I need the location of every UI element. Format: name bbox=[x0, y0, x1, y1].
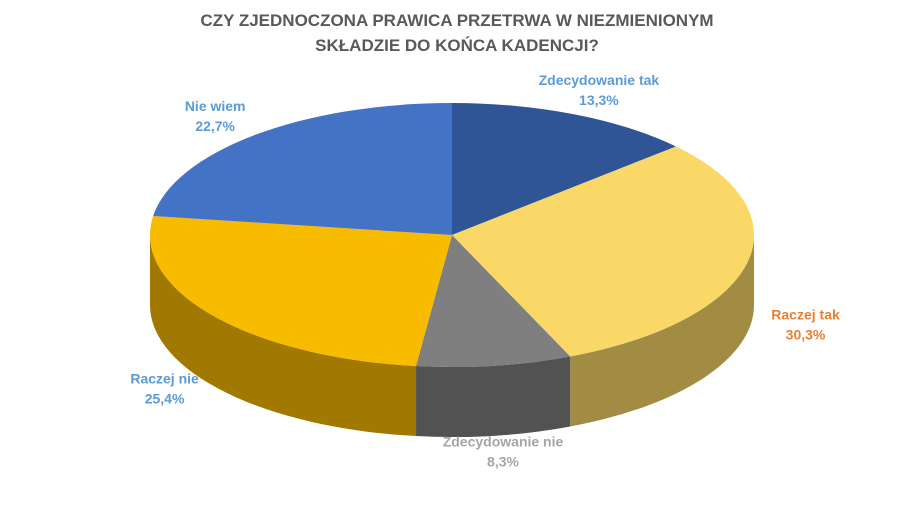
value-label: 22,7% bbox=[195, 118, 235, 134]
slice-side bbox=[570, 235, 754, 427]
data-label: Zdecydowanie nie 8,3% bbox=[443, 433, 564, 469]
data-label: Zdecydowanie tak 13,3% bbox=[539, 72, 660, 108]
value-label: 13,3% bbox=[579, 92, 619, 108]
category-label: Nie wiem bbox=[185, 98, 246, 114]
slice-side bbox=[416, 356, 571, 437]
value-label: 30,3% bbox=[786, 326, 826, 342]
value-label: 25,4% bbox=[145, 391, 185, 407]
data-label: Nie wiem 22,7% bbox=[185, 98, 246, 134]
category-label: Zdecydowanie nie bbox=[443, 433, 564, 449]
data-label: Raczej tak 30,3% bbox=[771, 306, 840, 342]
slice-side-shade bbox=[416, 356, 571, 437]
slice-side-shade bbox=[570, 235, 754, 427]
value-label: 8,3% bbox=[487, 453, 519, 469]
data-label: Raczej nie 25,4% bbox=[130, 371, 199, 407]
slice bbox=[452, 146, 755, 357]
category-label: Zdecydowanie tak bbox=[539, 72, 660, 88]
slice bbox=[153, 103, 452, 235]
chart-title: CZY ZJEDNOCZONA PRAWICA PRZETRWA W NIEZM… bbox=[200, 11, 714, 55]
slice bbox=[149, 215, 452, 367]
category-label: Raczej tak bbox=[771, 306, 840, 322]
category-label: Raczej nie bbox=[130, 371, 199, 387]
slice bbox=[452, 103, 677, 235]
slice bbox=[416, 235, 571, 367]
slice-side-shade bbox=[150, 235, 417, 437]
slice-side bbox=[150, 235, 417, 437]
